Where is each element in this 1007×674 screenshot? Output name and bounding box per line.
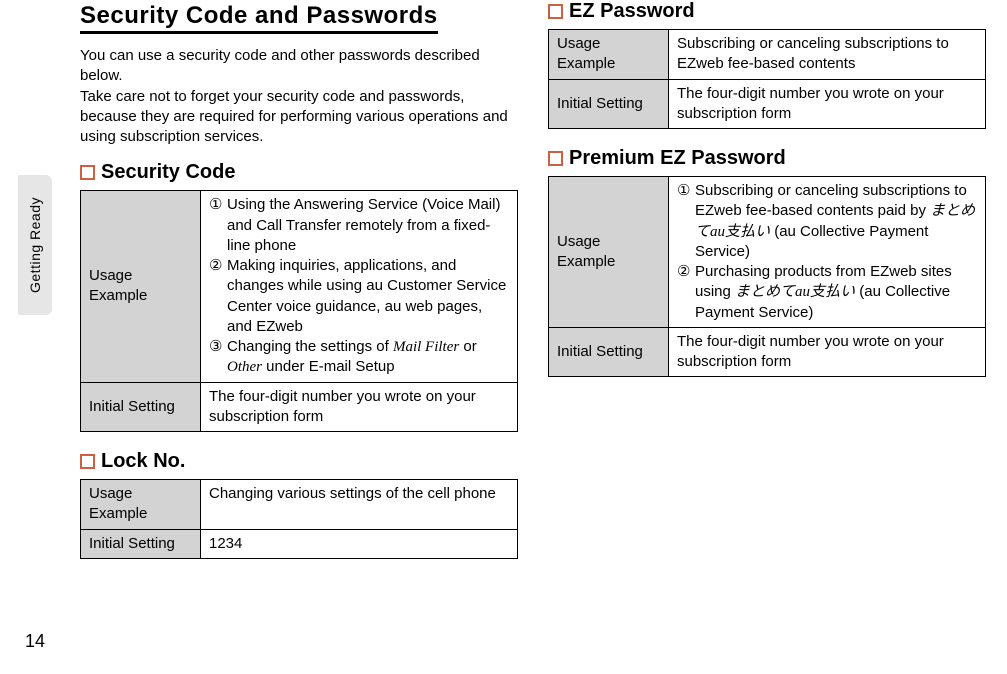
u1c: au: [710, 224, 725, 240]
table-row: Initial Setting The four-digit number yo…: [549, 79, 986, 129]
circled-1: ①: [677, 181, 695, 262]
initial-setting-value: The four-digit number you wrote on your …: [201, 382, 518, 432]
side-tab-label: Getting Ready: [27, 197, 43, 293]
usage-example-label: Usage Example: [81, 480, 201, 530]
main-title: Security Code and Passwords: [80, 2, 438, 34]
usage-example-value: ① Using the Answering Service (Voice Mai…: [201, 191, 518, 382]
initial-setting-label: Initial Setting: [81, 382, 201, 432]
table-row: Initial Setting The four-digit number yo…: [549, 327, 986, 377]
usage-3b: Mail Filter: [393, 339, 459, 355]
page-number: 14: [25, 631, 45, 652]
usage-3a: Changing the settings of: [227, 338, 393, 355]
usage-2: Purchasing products from EZweb sites usi…: [695, 262, 977, 323]
table-row: Usage Example Subscribing or canceling s…: [549, 30, 986, 80]
intro-text: You can use a security code and other pa…: [80, 46, 518, 147]
lock-no-heading: Lock No.: [80, 450, 518, 473]
content: Security Code and Passwords You can use …: [80, 0, 990, 577]
u2d: 支払い: [810, 284, 855, 300]
table-row: Initial Setting The four-digit number yo…: [81, 382, 518, 432]
circled-3: ③: [209, 337, 227, 378]
intro-line-2: Take care not to forget your security co…: [80, 88, 508, 146]
square-icon: [80, 454, 95, 469]
square-icon: [548, 151, 563, 166]
ez-password-heading-text: EZ Password: [569, 0, 695, 23]
table-row: Initial Setting 1234: [81, 529, 518, 558]
usage-1: Subscribing or canceling subscriptions t…: [695, 181, 977, 262]
ez-password-heading: EZ Password: [548, 0, 986, 23]
circled-1: ①: [209, 195, 227, 256]
usage-2: Making inquiries, applications, and chan…: [227, 256, 509, 337]
initial-setting-label: Initial Setting: [81, 529, 201, 558]
premium-ez-table: Usage Example ① Subscribing or canceling…: [548, 176, 986, 377]
usage-3e: under E-mail Setup: [262, 358, 395, 375]
circled-2: ②: [677, 262, 695, 323]
usage-3c: or: [459, 338, 477, 355]
table-row: Usage Example ① Subscribing or canceling…: [549, 177, 986, 328]
security-code-table: Usage Example ① Using the Answering Serv…: [80, 190, 518, 432]
initial-setting-label: Initial Setting: [549, 327, 669, 377]
initial-setting-value: The four-digit number you wrote on your …: [669, 327, 986, 377]
usage-example-label: Usage Example: [549, 177, 669, 328]
usage-3d: Other: [227, 359, 262, 375]
u1a: Subscribing or canceling subscriptions t…: [695, 182, 967, 219]
intro-line-1: You can use a security code and other pa…: [80, 47, 480, 84]
lock-no-table: Usage Example Changing various settings …: [80, 479, 518, 559]
usage-example-value: ① Subscribing or canceling subscriptions…: [669, 177, 986, 328]
u1d: 支払い: [725, 224, 770, 240]
square-icon: [548, 4, 563, 19]
initial-setting-value: The four-digit number you wrote on your …: [669, 79, 986, 129]
usage-3: Changing the settings of Mail Filter or …: [227, 337, 509, 378]
circled-2: ②: [209, 256, 227, 337]
security-code-heading: Security Code: [80, 161, 518, 184]
usage-example-label: Usage Example: [549, 30, 669, 80]
usage-example-value: Changing various settings of the cell ph…: [201, 480, 518, 530]
u2b: まとめて: [735, 284, 795, 300]
usage-1: Using the Answering Service (Voice Mail)…: [227, 195, 509, 256]
security-code-heading-text: Security Code: [101, 161, 235, 184]
premium-ez-heading: Premium EZ Password: [548, 147, 986, 170]
u2c: au: [795, 284, 810, 300]
usage-example-label: Usage Example: [81, 191, 201, 382]
ez-password-table: Usage Example Subscribing or canceling s…: [548, 29, 986, 129]
table-row: Usage Example Changing various settings …: [81, 480, 518, 530]
side-tab: Getting Ready: [18, 175, 52, 315]
lock-no-heading-text: Lock No.: [101, 450, 185, 473]
premium-ez-heading-text: Premium EZ Password: [569, 147, 786, 170]
initial-setting-label: Initial Setting: [549, 79, 669, 129]
table-row: Usage Example ① Using the Answering Serv…: [81, 191, 518, 382]
right-column: EZ Password Usage Example Subscribing or…: [548, 0, 986, 577]
left-column: Security Code and Passwords You can use …: [80, 0, 518, 577]
initial-setting-value: 1234: [201, 529, 518, 558]
usage-example-value: Subscribing or canceling subscriptions t…: [669, 30, 986, 80]
square-icon: [80, 165, 95, 180]
